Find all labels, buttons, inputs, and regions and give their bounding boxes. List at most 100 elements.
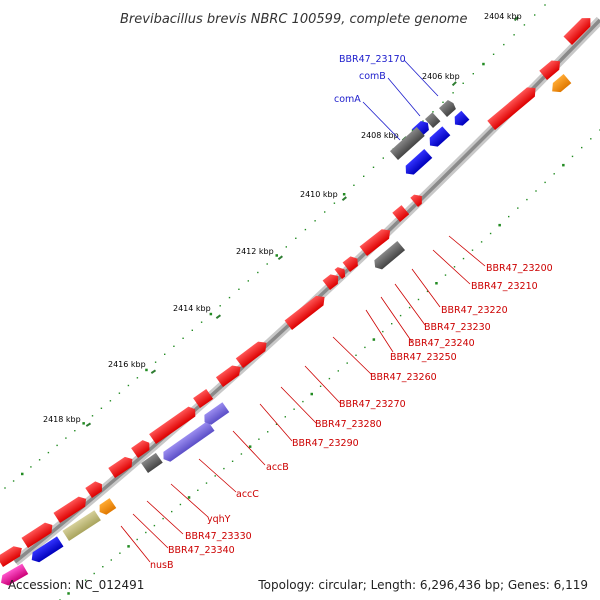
gene-arrow[interactable] (548, 73, 572, 96)
callout-line (411, 268, 441, 308)
gene-arrow[interactable] (371, 240, 406, 272)
map-title: Brevibacillus brevis NBRC 100599, comple… (120, 12, 467, 27)
gene-arrow[interactable] (235, 338, 270, 368)
gene-label-bbr47-23250[interactable]: BBR47_23250 (390, 352, 457, 363)
gc-dot (337, 370, 339, 372)
gene-arrow[interactable] (96, 498, 117, 517)
gene-label-nusb[interactable]: nusB (150, 560, 174, 571)
gene-arrow[interactable] (85, 479, 105, 498)
gc-dot (382, 330, 384, 333)
gc-dot (535, 190, 537, 192)
gene-arrow[interactable] (426, 126, 451, 150)
gc-dot (581, 146, 583, 149)
gene-label-bbr47-23330[interactable]: BBR47_23330 (185, 531, 252, 542)
tick-mark (277, 255, 283, 261)
gene-arrow[interactable] (0, 543, 25, 567)
gene-label-bbr47-23170[interactable]: BBR47_23170 (339, 54, 406, 65)
gene-arrow[interactable] (160, 420, 215, 464)
gc-dot (136, 538, 138, 541)
gene-arrow[interactable] (62, 510, 101, 541)
gene-label-coma[interactable]: comA (334, 94, 361, 105)
gc-dot (100, 407, 103, 409)
gc-dot (544, 4, 546, 6)
gc-dot (295, 237, 297, 239)
gene-label-yqhy[interactable]: yqhY (207, 514, 231, 525)
gc-dot (205, 482, 208, 484)
gene-arrow[interactable] (215, 362, 244, 387)
gc-dot (275, 254, 278, 257)
gene-label-bbr47-23240[interactable]: BBR47_23240 (408, 338, 475, 349)
gene-label-accb[interactable]: accB (266, 462, 289, 473)
gene-arrow[interactable] (342, 254, 361, 272)
gc-dot (342, 193, 346, 196)
callout-line (403, 59, 439, 97)
gene-arrow[interactable] (424, 112, 441, 128)
callout-line (387, 77, 421, 117)
tick-label-2414: 2414 kbp (173, 304, 211, 313)
gc-dot (200, 321, 203, 323)
gc-dot (293, 408, 295, 410)
gene-arrow[interactable] (141, 452, 163, 473)
gc-dot (324, 211, 326, 213)
gene-arrow[interactable] (539, 57, 564, 80)
gc-dot (153, 524, 156, 527)
gene-arrow[interactable] (487, 84, 539, 130)
gene-arrow[interactable] (359, 226, 394, 256)
gc-dot (452, 92, 454, 94)
gene-arrow[interactable] (53, 494, 89, 523)
gc-dot (285, 246, 287, 248)
gene-arrow[interactable] (438, 99, 457, 117)
gc-dot (38, 459, 41, 461)
gene-label-bbr47-23280[interactable]: BBR47_23280 (315, 419, 382, 430)
gene-arrow[interactable] (108, 454, 135, 478)
gene-arrow[interactable] (334, 265, 349, 279)
gc-dots-inner (59, 129, 600, 600)
gene-arrow[interactable] (201, 402, 230, 427)
gene-arrow[interactable] (0, 563, 29, 588)
gene-label-bbr47-23340[interactable]: BBR47_23340 (168, 545, 235, 556)
gc-dot (21, 472, 24, 476)
gene-arrow[interactable] (392, 205, 410, 222)
gene-arrow[interactable] (131, 438, 153, 458)
genes-forward-strand (0, 14, 595, 567)
gene-arrow[interactable] (149, 404, 198, 444)
callout-line (380, 296, 413, 343)
gene-label-bbr47-23210[interactable]: BBR47_23210 (471, 281, 538, 292)
gene-arrow[interactable] (563, 14, 595, 45)
gc-dot (247, 280, 249, 282)
gene-arrow[interactable] (28, 536, 64, 565)
gene-arrow[interactable] (451, 110, 470, 129)
gc-dot (355, 354, 357, 356)
gene-arrow[interactable] (402, 149, 433, 178)
gc-dot (56, 444, 58, 447)
gc-dot (571, 155, 574, 158)
gene-label-bbr47-23230[interactable]: BBR47_23230 (424, 322, 491, 333)
gene-label-bbr47-23260[interactable]: BBR47_23260 (370, 372, 437, 383)
gc-dot (517, 207, 519, 209)
gene-arrow[interactable] (193, 388, 214, 408)
gc-dot (162, 517, 164, 520)
gc-dot (76, 586, 78, 588)
gc-dot (553, 173, 555, 175)
gene-label-bbr47-23220[interactable]: BBR47_23220 (441, 305, 508, 316)
tick-label-2408: 2408 kbp (361, 131, 399, 140)
gene-arrow[interactable] (21, 520, 55, 548)
gene-label-comb[interactable]: comB (359, 71, 386, 82)
gc-dot (453, 266, 456, 268)
gc-dots-outer (4, 4, 546, 489)
callout-line (120, 525, 151, 563)
gene-arrow[interactable] (284, 292, 329, 330)
tick-label-2404: 2404 kbp (484, 12, 522, 21)
gc-dot (432, 111, 434, 113)
gc-dot (109, 400, 112, 402)
gc-dot (590, 138, 592, 140)
gc-dot (498, 223, 501, 227)
gene-arrow[interactable] (389, 126, 425, 160)
gene-arrow[interactable] (322, 271, 342, 290)
gene-label-bbr47-23290[interactable]: BBR47_23290 (292, 438, 359, 449)
gene-arrow[interactable] (410, 191, 425, 207)
gc-dot (513, 34, 515, 36)
gene-label-bbr47-23200[interactable]: BBR47_23200 (486, 263, 553, 274)
gene-label-bbr47-23270[interactable]: BBR47_23270 (339, 399, 406, 410)
gene-label-accc[interactable]: accC (236, 489, 259, 500)
